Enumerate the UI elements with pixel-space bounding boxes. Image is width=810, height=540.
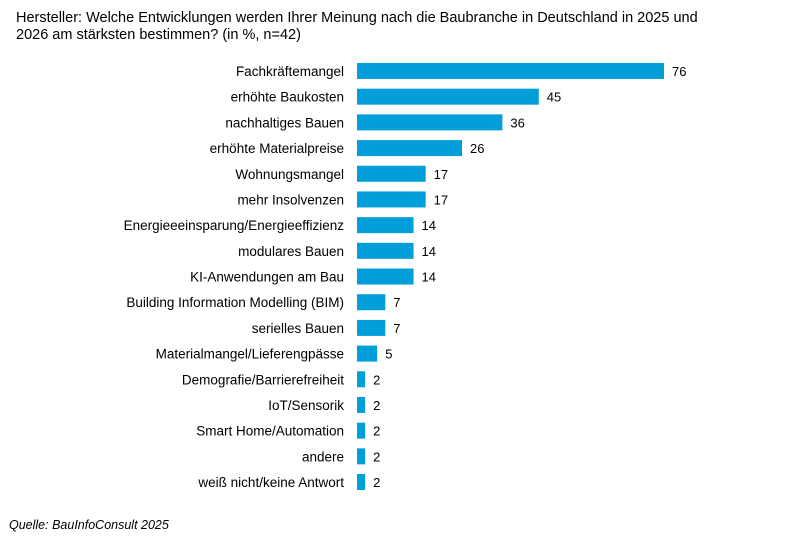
data-label: 45: [547, 90, 561, 105]
bar: [357, 371, 366, 388]
category-label: erhöhte Baukosten: [231, 90, 344, 105]
category-label: serielles Bauen: [252, 321, 344, 336]
data-label: 7: [393, 321, 400, 336]
category-label: weiß nicht/keine Antwort: [197, 475, 344, 490]
bar: [357, 294, 386, 311]
bar: [357, 114, 503, 131]
category-label: IoT/Sensorik: [268, 398, 344, 413]
category-label: Energieeeinsparung/Energieeffizienz: [124, 218, 345, 233]
bar: [357, 191, 426, 208]
data-label: 26: [470, 141, 484, 156]
category-label: Smart Home/Automation: [196, 424, 344, 439]
data-label: 17: [434, 167, 448, 182]
data-label: 17: [434, 192, 448, 207]
bar: [357, 422, 366, 439]
bar: [357, 396, 366, 413]
bar: [357, 448, 366, 465]
category-label: KI-Anwendungen am Bau: [190, 270, 344, 285]
category-label: Fachkräftemangel: [236, 64, 344, 79]
category-label: Materialmangel/Lieferengpässe: [156, 347, 344, 362]
bar: [357, 268, 414, 285]
data-label: 7: [393, 295, 400, 310]
category-label: andere: [302, 449, 344, 464]
data-label: 14: [422, 244, 436, 259]
bar: [357, 345, 378, 362]
chart-title: Hersteller: Welche Entwicklungen werden …: [16, 10, 698, 43]
bar: [357, 217, 414, 234]
data-label: 76: [672, 64, 686, 79]
category-label: erhöhte Materialpreise: [210, 141, 344, 156]
data-label: 2: [373, 449, 380, 464]
data-label: 2: [373, 372, 380, 387]
bar: [357, 474, 366, 491]
category-label: Demografie/Barrierefreiheit: [182, 372, 344, 387]
data-label: 2: [373, 398, 380, 413]
category-label: Building Information Modelling (BIM): [126, 295, 344, 310]
data-label: 5: [385, 347, 392, 362]
category-label: nachhaltiges Bauen: [225, 115, 344, 130]
data-label: 36: [510, 115, 524, 130]
bar: [357, 88, 539, 105]
data-label: 14: [422, 218, 436, 233]
data-label: 2: [373, 475, 380, 490]
data-label: 14: [422, 270, 436, 285]
category-label: mehr Insolvenzen: [237, 192, 344, 207]
category-label: Wohnungsmangel: [235, 167, 344, 182]
category-label: modulares Bauen: [238, 244, 344, 259]
data-label: 2: [373, 424, 380, 439]
bar: [357, 242, 414, 259]
bar: [357, 63, 664, 79]
bar: [357, 165, 426, 182]
bar: [357, 319, 386, 336]
bar: [357, 140, 463, 157]
source-note: Quelle: BauInfoConsult 2025: [9, 518, 169, 532]
